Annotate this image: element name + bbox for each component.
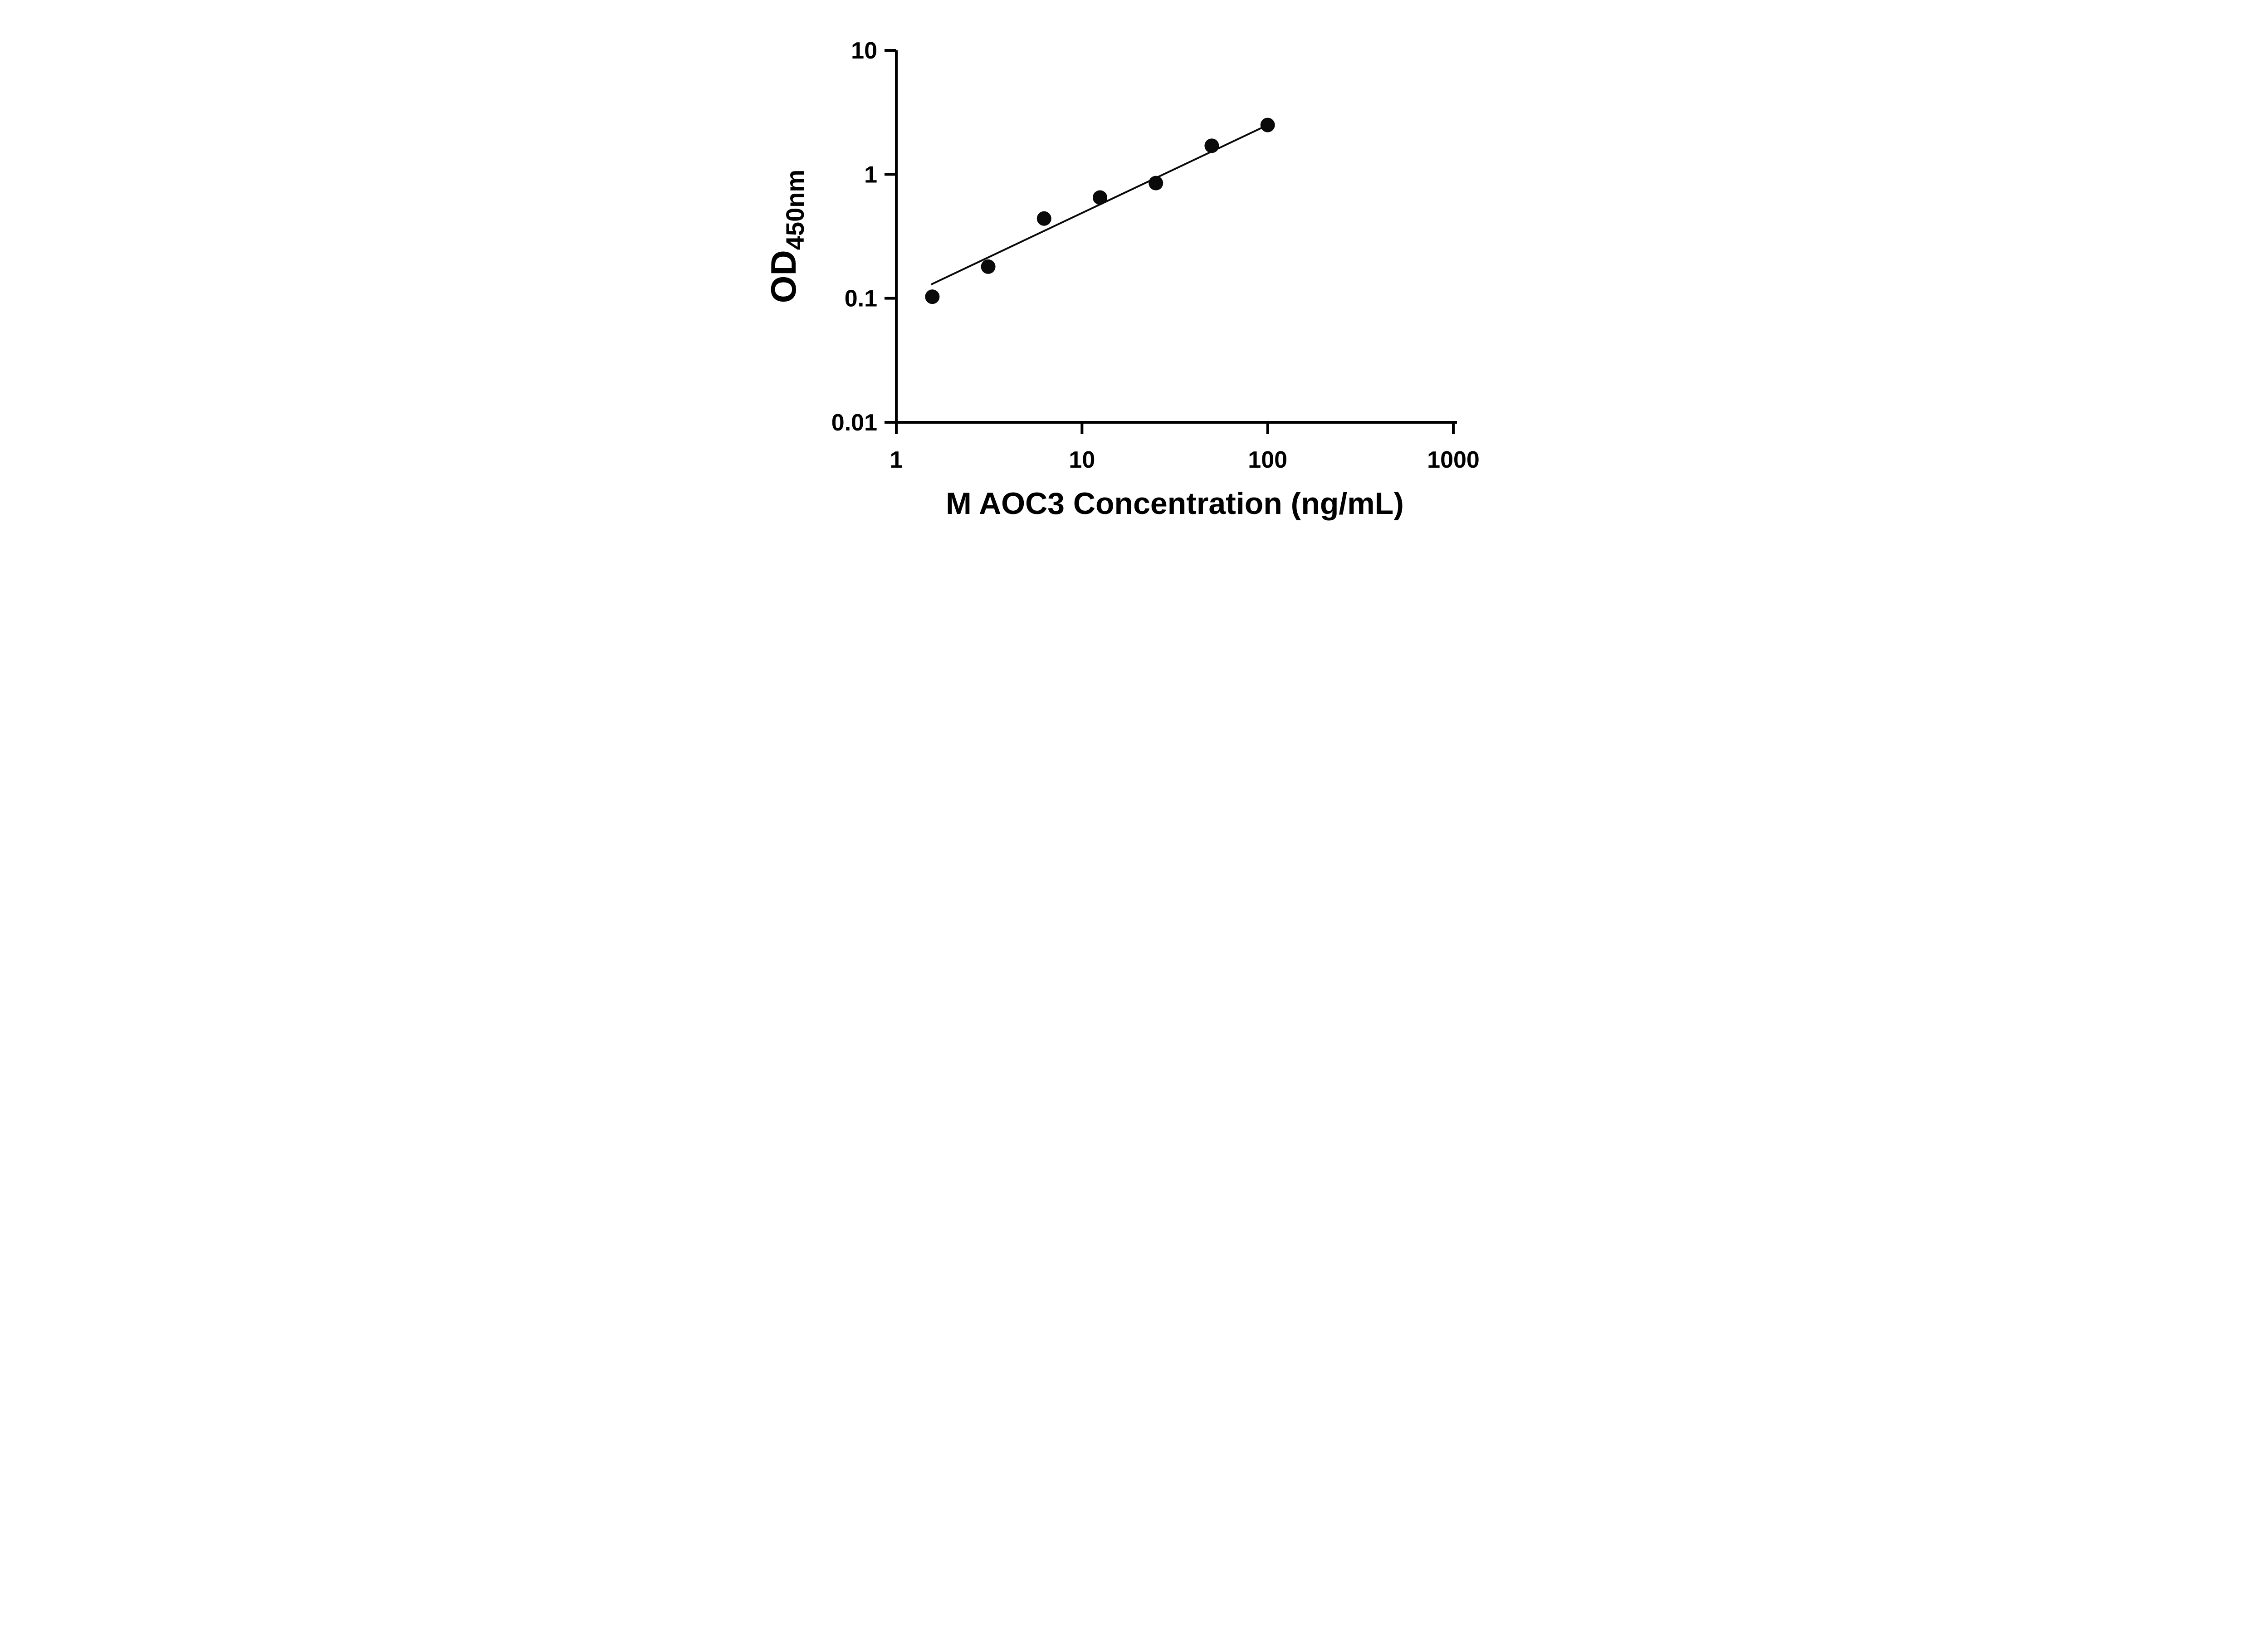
- data-point: [925, 289, 940, 304]
- x-tick-label: 1000: [1427, 447, 1480, 473]
- data-point: [1093, 190, 1108, 205]
- data-point: [1260, 117, 1275, 132]
- x-tick-label: 1: [890, 447, 903, 473]
- data-point: [1036, 211, 1051, 226]
- chart-canvas: 1 10 100 1000 10 1 0.1 0.01 M AOC3 Concentratio…: [745, 0, 1523, 544]
- data-point: [1204, 138, 1219, 153]
- x-axis-title: M AOC3 Concentration (ng/mL): [946, 486, 1404, 521]
- y-tick-label: 0.01: [831, 410, 877, 436]
- elisa-standard-curve-figure: 1 10 100 1000 10 1 0.1 0.01 M AOC3 Concentratio…: [745, 0, 1523, 544]
- y-axis-title: OD450nm: [763, 170, 809, 303]
- y-axis-title-main: OD: [763, 250, 803, 303]
- y-tick-label: 0.1: [845, 286, 877, 312]
- y-tick-label: 10: [851, 38, 877, 64]
- y-tick-label: 1: [864, 161, 877, 188]
- y-axis-title-subscript: 450nm: [781, 170, 809, 250]
- data-point: [981, 259, 996, 274]
- data-point: [1149, 176, 1163, 191]
- plot-area: 1 10 100 1000 10 1 0.1 0.01: [831, 38, 1480, 473]
- x-tick-label: 10: [1069, 447, 1095, 473]
- x-tick-label: 100: [1248, 447, 1287, 473]
